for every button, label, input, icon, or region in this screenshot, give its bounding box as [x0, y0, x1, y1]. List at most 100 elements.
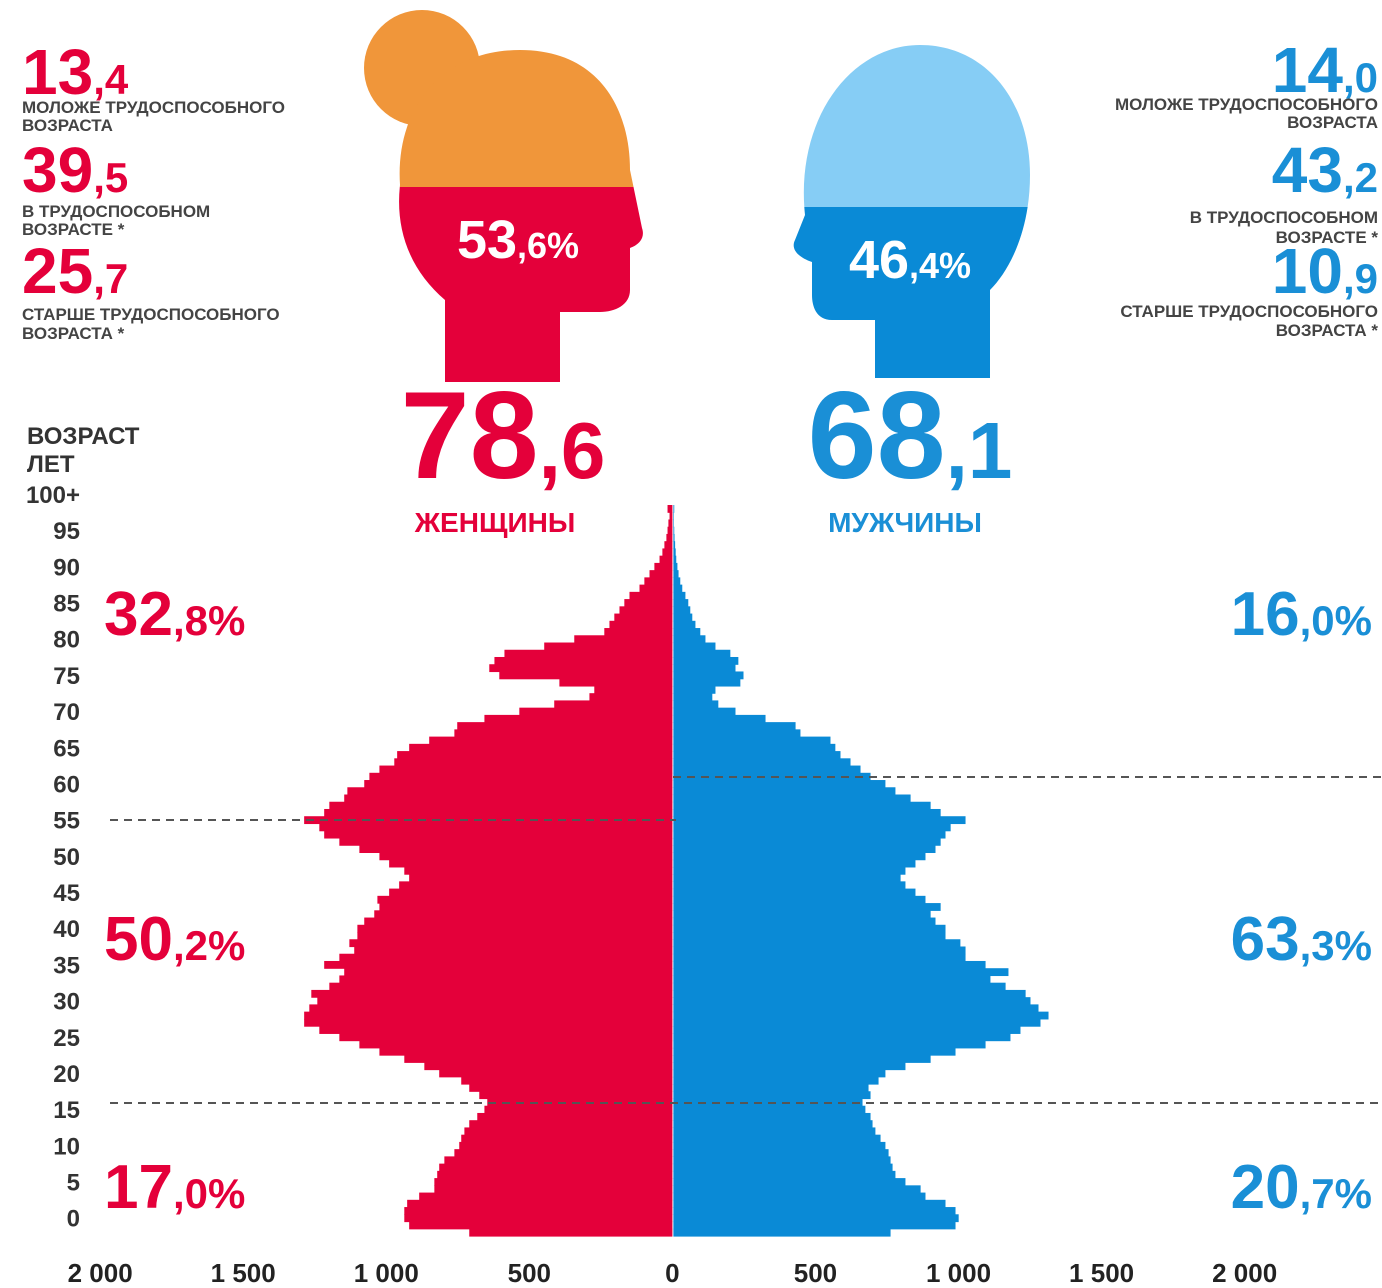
bar — [673, 1069, 886, 1078]
bar — [673, 1156, 891, 1165]
bar — [673, 1170, 896, 1179]
bar — [673, 656, 739, 665]
y-tick-label: 30 — [53, 989, 80, 1016]
bar — [344, 968, 673, 977]
bar — [464, 1127, 673, 1136]
bar — [439, 1163, 673, 1172]
x-tick-label: 1 500 — [1069, 1258, 1134, 1288]
man-head — [793, 45, 1030, 378]
group-value: 25,7 — [22, 235, 128, 307]
age-share: 16,0% — [1231, 580, 1372, 649]
x-tick-label: 2 000 — [68, 1258, 133, 1288]
bar — [379, 1047, 673, 1056]
total-whole: 78 — [401, 367, 539, 505]
group-value-fraction: ,9 — [1343, 255, 1378, 302]
y-tick-label: 95 — [53, 518, 80, 545]
bar — [673, 1040, 986, 1049]
group-label: МОЛОЖЕ ТРУДОСПОСОБНОГО — [22, 98, 285, 117]
bar — [673, 541, 676, 550]
bar — [614, 613, 673, 622]
group-value-whole: 39 — [22, 134, 93, 206]
bar — [673, 743, 836, 752]
total: 78,6 — [401, 367, 606, 505]
bar — [673, 707, 736, 716]
x-tick-label: 1 000 — [926, 1258, 991, 1288]
bar — [673, 1127, 876, 1136]
group-label: СТАРШЕ ТРУДОСПОСОБНОГО — [1120, 302, 1378, 321]
bar — [673, 1091, 871, 1100]
bar — [673, 801, 931, 810]
bar — [304, 1011, 673, 1020]
legend-label: ЖЕНЩИНЫ — [414, 507, 576, 538]
bar — [673, 570, 679, 578]
age-share-fraction: ,8% — [173, 597, 245, 644]
bar — [673, 620, 696, 629]
y-tick-label: 5 — [67, 1170, 80, 1197]
bar — [673, 895, 926, 904]
bar — [554, 700, 673, 709]
bar — [311, 989, 673, 998]
group-label: СТАРШЕ ТРУДОСПОСОБНОГО — [22, 305, 280, 324]
group-value-fraction: ,7 — [93, 255, 128, 302]
bar — [429, 736, 673, 745]
bar — [317, 997, 673, 1005]
bar — [594, 685, 673, 694]
bar — [544, 642, 673, 651]
group-value-whole: 13 — [22, 36, 93, 108]
bar — [329, 801, 673, 810]
y-tick-label: 90 — [53, 554, 80, 581]
bar — [673, 751, 841, 759]
bar — [379, 852, 673, 861]
bar — [673, 932, 946, 940]
bar — [673, 678, 741, 687]
y-tick-label: 60 — [53, 771, 80, 798]
x-tick-label: 2 000 — [1212, 1258, 1277, 1288]
total: 68,1 — [808, 367, 1013, 505]
bar — [444, 1156, 673, 1165]
bar — [357, 924, 673, 933]
bar — [644, 577, 673, 586]
bar — [673, 533, 675, 542]
group-label: ВОЗРАСТА * — [22, 324, 125, 343]
bar — [673, 635, 706, 644]
bar — [339, 953, 673, 962]
age-share-whole: 17 — [104, 1153, 173, 1222]
age-share-fraction: ,3% — [1300, 922, 1372, 969]
bar — [673, 859, 916, 868]
bar — [673, 591, 686, 600]
bar — [673, 685, 716, 694]
bar — [673, 548, 676, 557]
bar — [389, 888, 673, 897]
y-tick-label: 75 — [53, 663, 80, 690]
bar — [604, 628, 673, 636]
group-value: 14,0 — [1272, 34, 1378, 106]
y-tick-label: 10 — [53, 1133, 80, 1160]
y-tick-label: 55 — [53, 808, 80, 835]
y-tick-label: 50 — [53, 844, 80, 871]
group-value-whole: 14 — [1272, 34, 1344, 106]
y-tick-label: 0 — [67, 1206, 80, 1233]
bar — [339, 1033, 673, 1042]
bar — [673, 1120, 873, 1129]
bar — [673, 1199, 946, 1208]
bar — [673, 1033, 1011, 1042]
legend-label: МУЖЧИНЫ — [828, 507, 982, 538]
age-share-whole: 50 — [104, 905, 173, 974]
bar — [673, 577, 681, 586]
group-value-fraction: ,4 — [93, 56, 129, 103]
axis-title: ВОЗРАСТ — [27, 423, 140, 450]
group-value-fraction: ,0 — [1343, 54, 1378, 101]
bar — [324, 960, 673, 969]
bar — [654, 562, 673, 571]
bar — [469, 1084, 673, 1092]
bar — [673, 1076, 879, 1085]
bar — [609, 620, 673, 629]
bar — [439, 1069, 673, 1078]
x-tick-label: 500 — [794, 1258, 837, 1288]
y-tick-label: 85 — [53, 591, 80, 618]
total-fraction: ,1 — [946, 406, 1013, 495]
bar — [673, 505, 675, 513]
bar — [673, 700, 719, 709]
bar — [329, 982, 673, 991]
y-tick-label: 45 — [53, 880, 80, 907]
